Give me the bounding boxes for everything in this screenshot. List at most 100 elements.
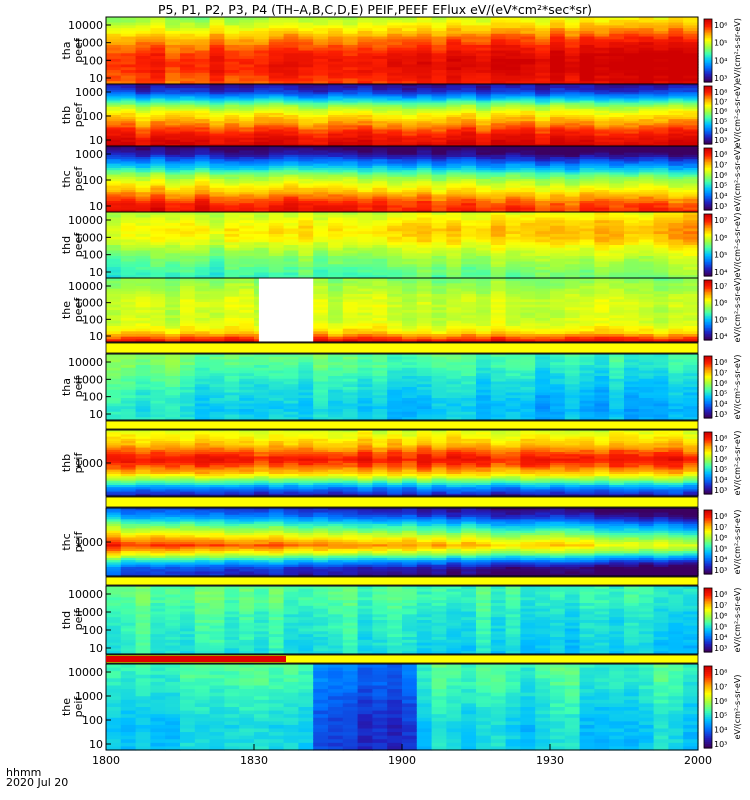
heatmap-cell (357, 269, 373, 274)
heatmap-cell (668, 81, 684, 85)
heatmap-cell (239, 90, 255, 93)
heatmap-cell (653, 272, 669, 276)
heatmap-cell (194, 190, 211, 193)
heatmap-cell (150, 19, 166, 24)
heatmap-cell (431, 44, 447, 49)
heatmap-cell (638, 154, 655, 158)
heatmap-cell (313, 170, 329, 173)
heatmap-cell (328, 135, 344, 139)
heatmap-cell (638, 88, 655, 91)
heatmap-cell (402, 196, 418, 200)
heatmap-cell (342, 320, 359, 324)
heatmap-cell (579, 47, 595, 52)
heatmap-cell (239, 326, 255, 330)
heatmap-cell (416, 203, 433, 206)
heatmap-cell (328, 53, 344, 57)
heatmap-cell (461, 245, 477, 249)
colorbar-swatch (704, 246, 712, 249)
heatmap-cell (476, 81, 492, 85)
heatmap-cell (387, 50, 403, 54)
heatmap-cell (283, 185, 299, 189)
heatmap-cell (387, 135, 403, 139)
heatmap-cell (446, 90, 462, 93)
heatmap-cell (609, 154, 625, 158)
heatmap-cell (135, 181, 151, 184)
heatmap-cell (209, 78, 225, 82)
heatmap-cell (150, 288, 166, 292)
heatmap-cell (165, 225, 181, 230)
heatmap-cell (683, 242, 699, 246)
heatmap-cell (135, 278, 151, 282)
heatmap-cell (120, 231, 137, 235)
heatmap-cell (357, 307, 373, 311)
heatmap-cell (180, 157, 196, 160)
heatmap-cell (120, 299, 137, 303)
heatmap-cell (135, 250, 151, 254)
heatmap-cell (268, 209, 285, 213)
heatmap-cell (550, 212, 566, 216)
heatmap-cell (283, 110, 299, 114)
heatmap-cell (180, 30, 196, 35)
heatmap-cell (268, 36, 285, 40)
heatmap-cell (298, 98, 314, 102)
heatmap-cell (520, 196, 536, 200)
heatmap-cell (461, 106, 477, 110)
heatmap-cell (313, 112, 329, 116)
heatmap-cell (239, 123, 255, 126)
heatmap-cell (209, 148, 225, 151)
heatmap-cell (564, 110, 581, 114)
heatmap-cell (120, 36, 137, 40)
heatmap-cell (313, 92, 329, 95)
heatmap-cell (224, 25, 240, 29)
heatmap-cell (298, 112, 314, 116)
heatmap-cell (505, 141, 521, 145)
heatmap-cell (328, 286, 344, 290)
heatmap-cell (165, 278, 181, 282)
heatmap-cell (476, 217, 492, 221)
heatmap-cell (120, 176, 137, 180)
heatmap-cell (135, 61, 151, 66)
heatmap-cell (416, 106, 433, 110)
heatmap-cell (416, 261, 433, 265)
heatmap-cell (209, 209, 225, 213)
heatmap-cell (653, 220, 669, 224)
heatmap-cell (120, 242, 137, 246)
heatmap-cell (431, 205, 447, 209)
heatmap-cell (268, 125, 285, 128)
colorbar-swatch (704, 155, 712, 158)
heatmap-cell (239, 67, 255, 71)
heatmap-cell (209, 201, 225, 204)
heatmap-cell (476, 190, 492, 193)
heatmap-cell (490, 17, 507, 21)
heatmap-cell (520, 139, 536, 143)
heatmap-cell (372, 30, 388, 35)
heatmap-cell (461, 198, 477, 202)
heatmap-cell (328, 64, 344, 68)
heatmap-cell (372, 72, 388, 77)
heatmap-cell (165, 187, 181, 191)
heatmap-cell (135, 192, 151, 195)
heatmap-cell (505, 190, 521, 193)
heatmap-cell (165, 75, 181, 80)
heatmap-cell (564, 185, 581, 189)
heatmap-cell (372, 139, 388, 143)
colorbar-swatch (704, 224, 712, 227)
heatmap-cell (431, 98, 447, 102)
heatmap-cell (431, 84, 447, 87)
heatmap-cell (283, 78, 299, 82)
heatmap-cell (254, 256, 270, 260)
heatmap-cell (298, 247, 314, 252)
heatmap-cell (668, 154, 684, 158)
heatmap-cell (357, 88, 373, 91)
heatmap-cell (239, 127, 255, 131)
colorbar-swatch (704, 125, 712, 128)
heatmap-cell (638, 217, 655, 221)
heatmap-cell (490, 70, 507, 74)
heatmap-cell (372, 143, 388, 147)
heatmap-cell (165, 159, 181, 162)
heatmap-cell (283, 245, 299, 249)
heatmap-cell (194, 209, 211, 213)
heatmap-cell (461, 242, 477, 246)
heatmap-cell (535, 150, 551, 154)
